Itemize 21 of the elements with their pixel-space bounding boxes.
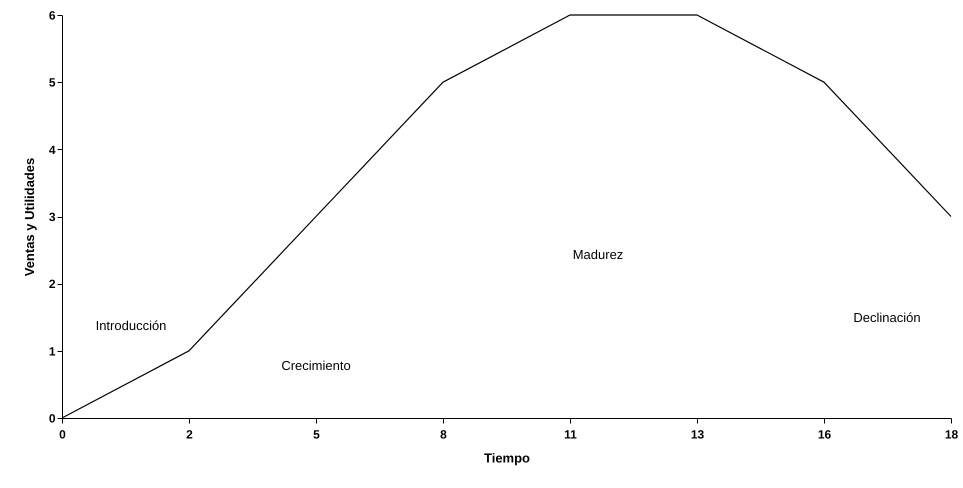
x-tick-label: 8 bbox=[440, 428, 448, 442]
annotation: Introducción bbox=[96, 318, 166, 333]
x-tick-label: 16 bbox=[818, 428, 832, 442]
y-axis-title: Ventas y Utilidades bbox=[22, 158, 37, 276]
x-tick-label: 18 bbox=[944, 428, 958, 442]
y-tick-label: 6 bbox=[48, 8, 56, 22]
y-tick-label: 2 bbox=[48, 277, 56, 292]
x-tick-label: 5 bbox=[313, 428, 320, 442]
y-tick-label: 3 bbox=[48, 210, 56, 224]
x-tick-label: 2 bbox=[186, 428, 194, 442]
x-axis-title: Tiempo bbox=[484, 450, 530, 466]
y-tick-label: 1 bbox=[48, 344, 56, 358]
annotation: Crecimiento bbox=[281, 358, 351, 373]
x-tick-label: 11 bbox=[564, 428, 578, 442]
y-tick-label: 0 bbox=[48, 412, 56, 426]
annotation: Madurez bbox=[572, 247, 624, 262]
y-tick-label: 5 bbox=[48, 76, 56, 90]
x-tick-label: 13 bbox=[690, 428, 704, 442]
annotation: Declinación bbox=[853, 310, 921, 325]
x-tick-label: 0 bbox=[59, 428, 66, 442]
y-tick-label: 4 bbox=[48, 142, 56, 157]
